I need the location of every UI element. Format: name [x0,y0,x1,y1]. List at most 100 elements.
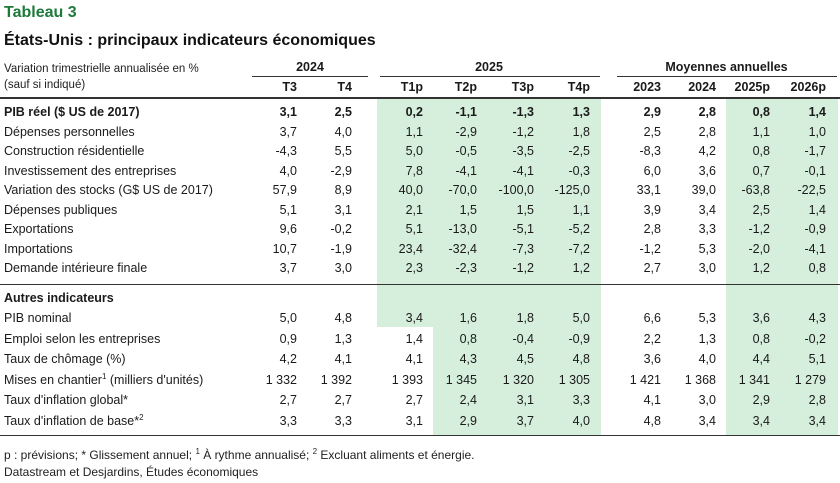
table-cell: 0,7 [752,163,770,178]
table-cell: 1,5 [516,202,534,217]
table-cell: 4,0 [334,124,352,139]
table-cell: 3,6 [643,352,661,366]
column-header: 2026p [790,80,826,94]
table-cell: 3,3 [572,393,590,407]
unit-note-line2: (sauf si indiqué) [4,79,86,91]
table-cell: 1 345 [445,372,477,387]
table-cell: 4,8 [643,413,661,428]
table-cell: 1,3 [572,105,590,119]
row-label: Taux d'inflation global* [4,393,128,407]
column-header: T3p [511,80,534,94]
table-cell: 2,9 [643,105,661,119]
table-cell: -2,3 [455,261,477,275]
row-label-text: Exportations [4,222,74,236]
table-cell: 1 421 [629,372,661,387]
group-header-annual: Moyennes annuelles [665,60,788,74]
table-cell: -3,5 [512,144,534,158]
group-underline-annual [617,76,837,77]
row-label: Demande intérieure finale [4,261,147,275]
row-label-text: Taux d'inflation global* [4,393,128,407]
table-cell: 4,8 [334,311,352,325]
table-cell: -0,2 [330,222,352,236]
table-cell: 1,8 [516,311,534,325]
table-cell: 1,1 [405,124,423,139]
table-cell: 1,3 [698,331,716,346]
row-label: Dépenses personnelles [4,125,135,139]
column-header: T3 [282,80,297,94]
table-cell: 8,9 [334,183,352,197]
table-cell: -70,0 [448,183,478,197]
table-cell: 1,3 [334,331,352,346]
column-header: 2024 [688,80,716,94]
table-cell: 3,6 [752,311,770,325]
table-cell: 1,4 [808,202,826,217]
row-label-text: Emploi selon les entreprises [4,331,161,346]
row-label-text: Dépenses personnelles [4,124,135,139]
table-cell: 1 305 [558,372,590,387]
footnote-prefix: p : prévisions; * Glissement annuel; [4,448,196,462]
header-rule [0,97,840,99]
group-header-2024: 2024 [296,60,324,74]
tableau-label: Tableau 3 [4,4,77,21]
table-cell: 39,0 [691,183,716,197]
table-cell: -22,5 [797,183,827,197]
table-cell: 3,0 [334,261,352,275]
table-cell: 4,0 [279,163,297,178]
table-cell: 2,7 [405,393,423,407]
table-cell: 3,1 [516,393,534,407]
table-cell: 2,8 [808,393,826,407]
row-label: Exportations [4,222,73,236]
table-cell: 1,8 [572,124,590,139]
row-label: PIB réel ($ US de 2017) [4,105,139,119]
table-cell: 5,1 [279,202,297,217]
row-label-text: Construction résidentielle [4,144,145,158]
table-cell: -1,1 [455,105,477,119]
table-cell: -32,4 [448,241,478,256]
table-cell: 5,3 [698,311,716,325]
table-cell: -0,3 [568,163,590,178]
row-label-suffix: (milliers d'unités) [106,372,204,387]
table-cell: 1,2 [572,261,590,275]
table-cell: 1,1 [572,202,590,217]
footnote: p : prévisions; * Glissement annuel; 1 À… [4,448,475,463]
table-cell: 3,0 [698,393,716,407]
table-cell: 2,4 [459,393,477,407]
table-cell: 3,4 [405,311,423,325]
table-cell: 3,7 [516,413,534,428]
table-cell: 57,9 [272,183,297,197]
table-cell: -2,9 [455,124,477,139]
row-label-text: Importations [4,241,73,256]
row-label-text: Variation des stocks (G$ US de 2017) [4,183,213,197]
table-cell: 1 393 [391,372,423,387]
table-cell: -0,1 [804,163,826,178]
section-rule [0,284,840,285]
table-cell: -1,7 [804,144,826,158]
bottom-rule [0,435,840,436]
group-header-2025: 2025 [475,60,503,74]
table-cell: 4,3 [808,311,826,325]
table-cell: 0,8 [752,331,770,346]
table-cell: 3,7 [279,261,297,275]
table-cell: 2,5 [334,105,352,119]
table-cell: 10,7 [272,241,297,256]
table-cell: 5,0 [572,311,590,325]
table-cell: 6,6 [643,311,661,325]
table-cell: 4,3 [459,352,477,366]
table-cell: -4,1 [455,163,477,178]
table-cell: 1,4 [808,105,826,119]
table-cell: 33,1 [636,183,661,197]
table-cell: 3,4 [808,413,826,428]
row-label-text: Dépenses publiques [4,202,118,217]
table-cell: 3,7 [279,124,297,139]
table-cell: 1,1 [752,124,770,139]
table-cell: 2,3 [405,261,423,275]
table-cell: 5,1 [405,222,423,236]
table-cell: -2,0 [748,241,770,256]
shade-2025-quarters-lower [433,327,601,435]
table-cell: -7,3 [512,241,534,256]
row-label: Mises en chantier1 (milliers d'unités) [4,372,204,387]
table-cell: -1,3 [512,105,534,119]
row-label: Dépenses publiques [4,203,117,217]
table-cell: 4,4 [752,352,770,366]
footnote-mid: À rythme annualisé; [199,448,313,462]
